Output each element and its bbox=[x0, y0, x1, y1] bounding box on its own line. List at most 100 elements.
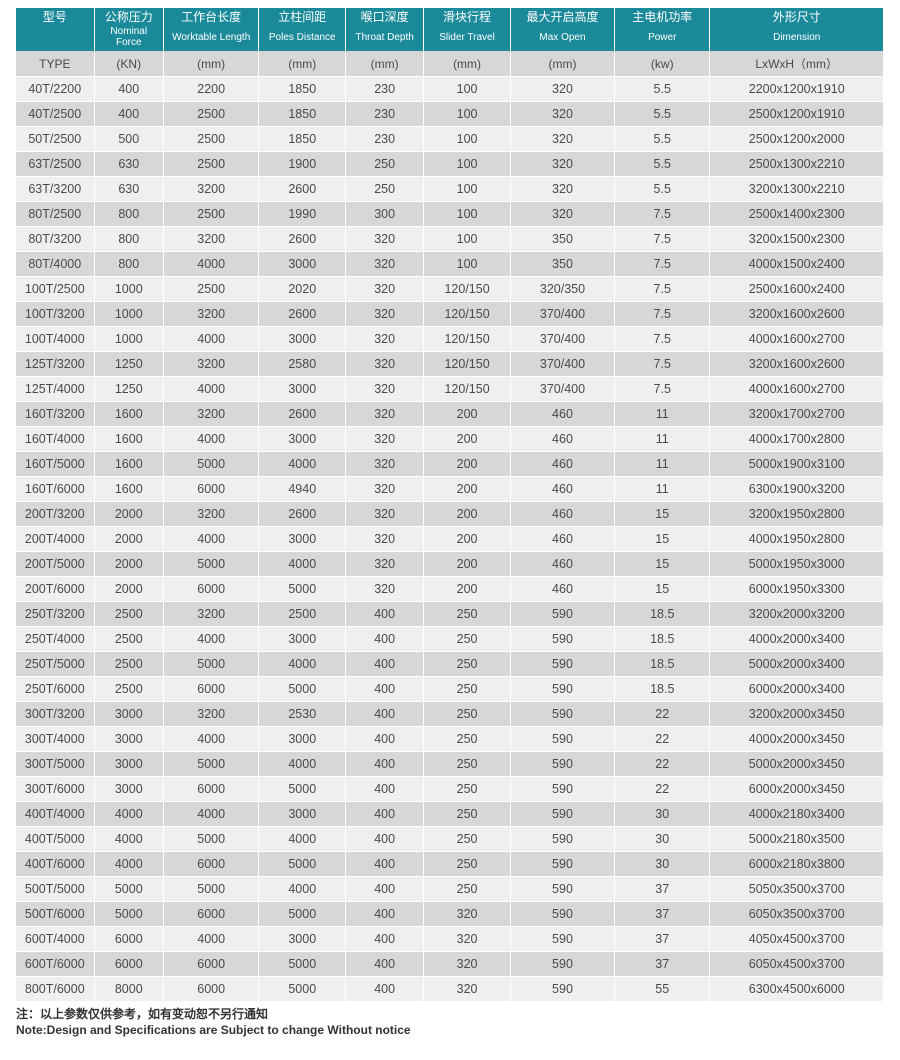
table-cell: 18.5 bbox=[615, 677, 710, 702]
col-unit: LxWxH（mm） bbox=[710, 51, 884, 77]
table-body: 40T/2200400220018502301003205.52200x1200… bbox=[16, 77, 884, 1002]
table-row: 80T/3200800320026003201003507.53200x1500… bbox=[16, 227, 884, 252]
table-cell: 400 bbox=[346, 652, 424, 677]
table-cell: 4000 bbox=[259, 877, 346, 902]
table-cell: 2500 bbox=[259, 602, 346, 627]
table-cell: 7.5 bbox=[615, 302, 710, 327]
table-cell: 500T/6000 bbox=[16, 902, 94, 927]
table-cell: 3200x1600x2600 bbox=[710, 352, 884, 377]
footnote-cn: 注：以上参数仅供参考，如有变动恕不另行通知 bbox=[16, 1006, 884, 1022]
footnote: 注：以上参数仅供参考，如有变动恕不另行通知 Note:Design and Sp… bbox=[16, 1006, 884, 1038]
table-cell: 200 bbox=[424, 452, 511, 477]
table-cell: 3000 bbox=[259, 377, 346, 402]
table-cell: 30 bbox=[615, 802, 710, 827]
table-cell: 5000 bbox=[259, 977, 346, 1002]
table-row: 100T/4000100040003000320120/150370/4007.… bbox=[16, 327, 884, 352]
table-cell: 5050x3500x3700 bbox=[710, 877, 884, 902]
table-cell: 2500 bbox=[94, 627, 163, 652]
table-cell: 15 bbox=[615, 527, 710, 552]
table-cell: 3000 bbox=[94, 702, 163, 727]
col-header-en: Power bbox=[615, 26, 710, 51]
table-cell: 350 bbox=[510, 227, 614, 252]
table-row: 250T/500025005000400040025059018.55000x2… bbox=[16, 652, 884, 677]
table-cell: 2000 bbox=[94, 577, 163, 602]
table-cell: 590 bbox=[510, 727, 614, 752]
table-cell: 400 bbox=[346, 777, 424, 802]
table-row: 500T/6000500060005000400320590376050x350… bbox=[16, 902, 884, 927]
table-cell: 2600 bbox=[259, 227, 346, 252]
table-cell: 37 bbox=[615, 877, 710, 902]
table-cell: 4000 bbox=[259, 452, 346, 477]
table-cell: 3200x2000x3200 bbox=[710, 602, 884, 627]
table-cell: 63T/3200 bbox=[16, 177, 94, 202]
table-cell: 100 bbox=[424, 152, 511, 177]
table-cell: 400 bbox=[346, 727, 424, 752]
table-cell: 400T/5000 bbox=[16, 827, 94, 852]
table-cell: 590 bbox=[510, 802, 614, 827]
table-cell: 3200x1700x2700 bbox=[710, 402, 884, 427]
table-cell: 2000 bbox=[94, 502, 163, 527]
table-cell: 400 bbox=[346, 627, 424, 652]
table-cell: 460 bbox=[510, 427, 614, 452]
table-cell: 15 bbox=[615, 552, 710, 577]
table-cell: 590 bbox=[510, 977, 614, 1002]
table-cell: 400 bbox=[94, 77, 163, 102]
table-cell: 100 bbox=[424, 202, 511, 227]
table-cell: 80T/3200 bbox=[16, 227, 94, 252]
table-cell: 3000 bbox=[259, 527, 346, 552]
table-cell: 40T/2500 bbox=[16, 102, 94, 127]
table-cell: 250T/3200 bbox=[16, 602, 94, 627]
table-cell: 250 bbox=[424, 752, 511, 777]
table-row: 200T/3200200032002600320200460153200x195… bbox=[16, 502, 884, 527]
table-cell: 5000 bbox=[259, 577, 346, 602]
table-cell: 400 bbox=[346, 927, 424, 952]
table-cell: 6000 bbox=[94, 952, 163, 977]
table-row: 300T/5000300050004000400250590225000x200… bbox=[16, 752, 884, 777]
table-cell: 6000 bbox=[163, 777, 258, 802]
table-cell: 6000 bbox=[163, 677, 258, 702]
table-cell: 120/150 bbox=[424, 327, 511, 352]
table-cell: 1600 bbox=[94, 402, 163, 427]
table-cell: 320 bbox=[510, 102, 614, 127]
table-cell: 320 bbox=[510, 177, 614, 202]
table-cell: 370/400 bbox=[510, 377, 614, 402]
table-cell: 250 bbox=[424, 852, 511, 877]
table-cell: 6000x2180x3800 bbox=[710, 852, 884, 877]
table-cell: 3000 bbox=[259, 627, 346, 652]
table-cell: 3200 bbox=[163, 502, 258, 527]
table-row: 40T/2200400220018502301003205.52200x1200… bbox=[16, 77, 884, 102]
table-cell: 590 bbox=[510, 677, 614, 702]
table-cell: 400 bbox=[346, 977, 424, 1002]
table-cell: 11 bbox=[615, 402, 710, 427]
table-cell: 160T/3200 bbox=[16, 402, 94, 427]
table-cell: 250 bbox=[346, 177, 424, 202]
table-cell: 6300x4500x6000 bbox=[710, 977, 884, 1002]
table-cell: 250 bbox=[424, 602, 511, 627]
table-cell: 320 bbox=[424, 977, 511, 1002]
table-row: 80T/2500800250019903001003207.52500x1400… bbox=[16, 202, 884, 227]
table-cell: 200T/6000 bbox=[16, 577, 94, 602]
table-cell: 230 bbox=[346, 127, 424, 152]
table-cell: 2530 bbox=[259, 702, 346, 727]
table-cell: 120/150 bbox=[424, 352, 511, 377]
table-row: 100T/3200100032002600320120/150370/4007.… bbox=[16, 302, 884, 327]
table-cell: 250 bbox=[424, 702, 511, 727]
table-cell: 4000 bbox=[163, 927, 258, 952]
table-cell: 100 bbox=[424, 127, 511, 152]
col-header-en: Max Open bbox=[510, 26, 614, 51]
table-row: 600T/4000600040003000400320590374050x450… bbox=[16, 927, 884, 952]
table-cell: 100T/4000 bbox=[16, 327, 94, 352]
table-cell: 590 bbox=[510, 752, 614, 777]
table-row: 200T/5000200050004000320200460155000x195… bbox=[16, 552, 884, 577]
table-cell: 320 bbox=[346, 427, 424, 452]
table-cell: 1000 bbox=[94, 327, 163, 352]
table-cell: 6000x2000x3450 bbox=[710, 777, 884, 802]
table-cell: 590 bbox=[510, 952, 614, 977]
table-cell: 160T/4000 bbox=[16, 427, 94, 452]
footnote-en: Note:Design and Specifications are Subje… bbox=[16, 1022, 884, 1038]
table-cell: 800 bbox=[94, 227, 163, 252]
table-cell: 5000 bbox=[163, 552, 258, 577]
table-cell: 3200 bbox=[163, 602, 258, 627]
table-cell: 2500 bbox=[163, 127, 258, 152]
table-cell: 37 bbox=[615, 927, 710, 952]
